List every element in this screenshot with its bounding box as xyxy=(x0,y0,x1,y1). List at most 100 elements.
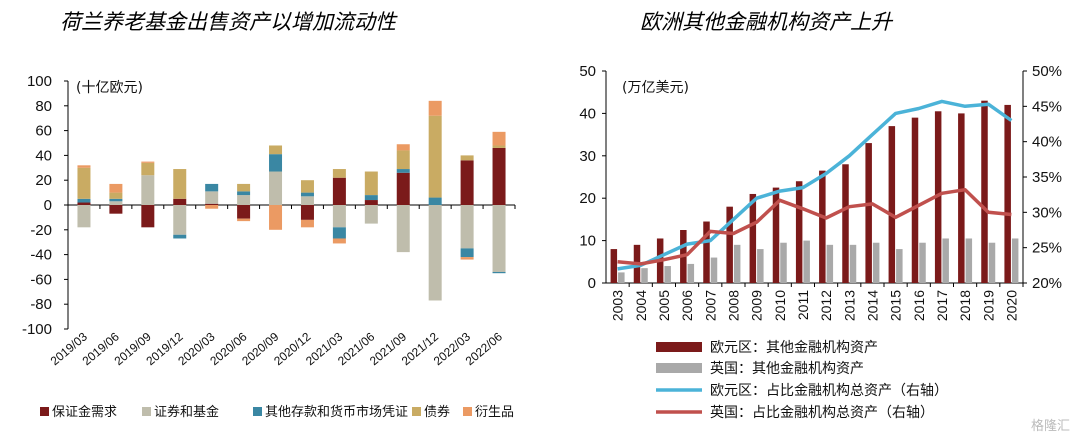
right-bar xyxy=(911,117,919,283)
left-y-tick-label: -60 xyxy=(30,271,52,288)
left-bar-segment xyxy=(269,145,283,155)
right-bar xyxy=(958,113,965,284)
left-bar-segment xyxy=(396,172,410,205)
left-bar-segment xyxy=(428,100,442,116)
left-y-tick-label: 0 xyxy=(44,197,52,214)
left-bar-segment xyxy=(396,150,410,170)
right-y2-tick-label: 50% xyxy=(1032,63,1062,80)
right-x-tick-label: 2012 xyxy=(818,290,834,321)
left-bar-segment xyxy=(77,202,91,205)
right-bar xyxy=(1011,238,1019,283)
right-x-tick-label: 2015 xyxy=(888,290,904,321)
right-bar xyxy=(919,242,926,283)
left-chart-title: 荷兰养老基金出售资产以增加流动性 xyxy=(60,10,396,34)
left-bar-segment xyxy=(269,171,283,205)
left-bar-segment xyxy=(77,167,91,199)
right-bar xyxy=(641,268,648,283)
left-bar-segment xyxy=(237,205,251,219)
right-bar xyxy=(726,206,733,283)
right-bar xyxy=(710,257,718,283)
right-x-tick-label: 2011 xyxy=(795,290,811,320)
left-bar-segment xyxy=(205,183,219,192)
left-bar-segment xyxy=(460,205,474,249)
right-legend-label: 欧元区：其他金融机构资产 xyxy=(710,340,878,356)
left-y-tick-label: 80 xyxy=(35,98,52,115)
right-bar xyxy=(749,193,757,283)
right-bar xyxy=(772,187,780,283)
left-bar-segment xyxy=(173,198,187,205)
left-bar-segment xyxy=(396,144,410,151)
left-bar-segment xyxy=(141,175,155,205)
left-bar-segment xyxy=(492,205,506,272)
left-legend-swatch xyxy=(40,407,49,416)
left-bar-segment xyxy=(396,205,410,253)
left-bar-segment xyxy=(460,257,474,260)
left-bar-segment xyxy=(269,154,283,172)
left-bar-segment xyxy=(141,161,155,163)
right-bar xyxy=(872,242,880,283)
right-x-tick-label: 2017 xyxy=(934,290,950,321)
left-bar-segment xyxy=(173,169,187,199)
right-x-tick-label: 2008 xyxy=(725,290,741,321)
left-bar-segment xyxy=(300,205,314,220)
watermark-text: 格隆汇 xyxy=(1030,419,1070,434)
left-y-tick-label: 60 xyxy=(35,123,52,140)
left-bar-segment xyxy=(300,192,314,197)
left-y-tick-label: 100 xyxy=(27,73,52,90)
right-x-tick-label: 2014 xyxy=(864,290,880,321)
left-y-tick-label: 20 xyxy=(35,172,52,189)
right-bar xyxy=(965,238,973,283)
right-legend-label: 英国：占比金融机构总资产（右轴） xyxy=(710,404,934,421)
left-legend-label: 证券和基金 xyxy=(154,404,219,420)
left-bar-segment xyxy=(237,218,251,222)
right-x-tick-label: 2020 xyxy=(1003,290,1019,321)
left-y-tick-label: -40 xyxy=(30,247,52,264)
right-bar xyxy=(981,100,988,284)
left-bar-segment xyxy=(237,195,251,205)
left-bar-segment xyxy=(460,155,474,161)
right-x-tick-label: 2007 xyxy=(702,290,718,321)
left-legend-swatch xyxy=(142,407,151,416)
left-bar-segment xyxy=(205,203,219,205)
right-bar xyxy=(610,249,618,283)
right-bar xyxy=(733,244,741,283)
right-x-tick-label: 2004 xyxy=(633,290,649,321)
right-bar xyxy=(942,238,949,283)
right-x-tick-label: 2005 xyxy=(656,290,672,321)
right-y-tick-label: 40 xyxy=(579,105,596,122)
left-bar-segment xyxy=(492,131,506,146)
left-bar-segment xyxy=(460,248,474,258)
left-bar-segment xyxy=(396,169,410,173)
right-y-tick-label: 30 xyxy=(579,148,596,165)
right-legend-swatch xyxy=(656,363,702,373)
left-legend-label: 衍生品 xyxy=(475,405,514,420)
right-y2-tick-label: 40% xyxy=(1032,134,1062,151)
right-y-tick-label: 10 xyxy=(579,233,596,250)
left-bar-segment xyxy=(205,205,219,209)
right-bar xyxy=(795,181,803,283)
right-bar xyxy=(849,244,857,283)
left-bar-segment xyxy=(300,219,314,228)
right-y-tick-label: 20 xyxy=(579,190,596,207)
right-bar xyxy=(780,242,787,283)
left-bar-segment xyxy=(364,205,378,224)
right-unit-label: (万亿美元) xyxy=(622,80,689,96)
left-bar-segment xyxy=(109,192,123,199)
right-chart-title: 欧洲其他金融机构资产上升 xyxy=(640,10,892,34)
right-bar xyxy=(896,249,903,283)
right-bar xyxy=(819,170,826,283)
left-bar-segment xyxy=(173,234,187,239)
right-bar xyxy=(687,263,695,283)
right-legend-label: 欧元区：占比金融机构总资产（右轴） xyxy=(710,383,948,399)
left-bar-segment xyxy=(332,177,346,205)
left-bar-segment xyxy=(237,191,251,196)
right-y2-tick-label: 25% xyxy=(1032,240,1062,257)
left-bar-segment xyxy=(492,145,506,148)
left-bar-segment xyxy=(173,205,187,235)
right-legend-swatch xyxy=(656,342,702,352)
right-series-line xyxy=(617,99,1013,271)
right-x-tick-label: 2013 xyxy=(841,290,857,321)
left-bar-segment xyxy=(428,115,442,198)
left-bar-segment xyxy=(332,205,346,228)
left-bar-segment xyxy=(109,198,123,202)
